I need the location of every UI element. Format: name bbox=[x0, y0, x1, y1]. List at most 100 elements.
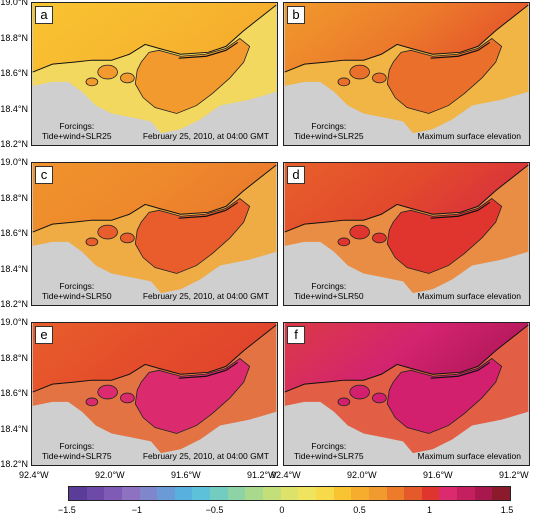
lagoon bbox=[134, 358, 251, 434]
sea-region bbox=[284, 3, 529, 73]
colorbar-swatch bbox=[315, 487, 334, 500]
small-lagoon-3 bbox=[337, 397, 351, 407]
y-tick-label: 18.6°N bbox=[0, 388, 28, 398]
forcing-line: Tide+wind+SLR25 bbox=[42, 131, 112, 141]
colorbar-swatch bbox=[210, 487, 228, 500]
lagoon bbox=[386, 198, 503, 274]
y-tick-label: 18.6°N bbox=[0, 68, 28, 78]
small-lagoon-2 bbox=[120, 232, 135, 244]
small-lagoon-3 bbox=[337, 237, 351, 247]
colorbar-swatch bbox=[457, 487, 475, 500]
forcing-text: Forcings: Tide+wind+SLR50 bbox=[42, 281, 112, 301]
colorbar-swatch bbox=[298, 487, 316, 500]
x-tick-label: 91.2°W bbox=[499, 470, 529, 480]
lagoon bbox=[134, 198, 251, 274]
forcing-line: Forcings: bbox=[311, 441, 347, 451]
forcing-text: Forcings: Tide+wind+SLR25 bbox=[294, 121, 364, 141]
colorbar-swatch bbox=[174, 487, 193, 500]
colorbar-swatch bbox=[492, 487, 511, 500]
small-lagoon-2 bbox=[120, 72, 135, 84]
barrier-island bbox=[430, 201, 491, 219]
panel-d: d Forcings: Tide+wind+SLR50 Maximum surface… bbox=[283, 162, 530, 306]
sea-region bbox=[284, 163, 529, 233]
sea-region bbox=[32, 3, 277, 73]
x-tick-label: 92.0°W bbox=[347, 470, 377, 480]
panel-e: e Forcings: Tide+wind+SLR75 February 25, 20… bbox=[31, 322, 278, 466]
colorbar-tick-label: −1 bbox=[131, 505, 143, 515]
colorbar-swatch bbox=[227, 487, 246, 500]
forcing-line: Forcings: bbox=[311, 121, 347, 131]
colorbar-swatch bbox=[104, 487, 122, 500]
colorbar bbox=[68, 486, 511, 501]
forcing-text: Forcings: Tide+wind+SLR50 bbox=[294, 281, 364, 301]
y-tick-label: 18.6°N bbox=[0, 228, 28, 238]
map-c bbox=[32, 163, 277, 305]
coastline bbox=[32, 164, 277, 233]
small-lagoon-3 bbox=[337, 77, 351, 87]
colorbar-swatch bbox=[263, 487, 281, 500]
colorbar-swatch bbox=[280, 487, 299, 500]
barrier-island bbox=[178, 201, 239, 219]
x-tick-label: 91.2°W bbox=[247, 470, 277, 480]
panel-letter: d bbox=[287, 166, 305, 184]
small-lagoon-2 bbox=[372, 232, 387, 244]
panel-letter: f bbox=[287, 326, 305, 344]
colorbar-swatch bbox=[333, 487, 352, 500]
x-tick-label: 92.4°W bbox=[19, 470, 49, 480]
forcing-line: Forcings: bbox=[59, 281, 95, 291]
map-a bbox=[32, 3, 277, 145]
panel-note: Maximum surface elevation bbox=[417, 131, 521, 141]
small-lagoon-2 bbox=[372, 72, 387, 84]
panel-f: f Forcings: Tide+wind+SLR75 Maximum surface… bbox=[283, 322, 530, 466]
colorbar-swatch bbox=[351, 487, 369, 500]
colorbar-swatch bbox=[86, 487, 105, 500]
panel-letter: c bbox=[35, 166, 53, 184]
coastline bbox=[284, 4, 529, 73]
colorbar-tick-label: 1.5 bbox=[500, 505, 514, 515]
forcing-line: Tide+wind+SLR75 bbox=[294, 451, 364, 461]
small-lagoon-2 bbox=[120, 392, 135, 404]
colorbar-tick-label: 0.5 bbox=[353, 505, 366, 515]
colorbar-swatch bbox=[69, 487, 87, 500]
small-lagoon-3 bbox=[85, 397, 99, 407]
map-f bbox=[284, 323, 529, 465]
lagoon bbox=[134, 38, 251, 114]
sea-region bbox=[32, 163, 277, 233]
forcing-text: Forcings: Tide+wind+SLR25 bbox=[42, 121, 112, 141]
colorbar-swatch bbox=[474, 487, 493, 500]
y-tick-label: 19.0°N bbox=[0, 0, 28, 7]
small-lagoon-1 bbox=[97, 384, 118, 400]
small-lagoon-1 bbox=[349, 224, 370, 240]
colorbar-swatch bbox=[192, 487, 211, 500]
forcing-line: Tide+wind+SLR50 bbox=[42, 291, 112, 301]
map-b bbox=[284, 3, 529, 145]
small-lagoon-1 bbox=[97, 64, 118, 80]
lagoon bbox=[386, 358, 503, 434]
panel-note: February 25, 2010, at 04:00 GMT bbox=[142, 451, 269, 461]
coastline bbox=[32, 324, 277, 393]
x-tick-label: 91.6°W bbox=[423, 470, 453, 480]
colorbar-swatch bbox=[121, 487, 140, 500]
lagoon bbox=[386, 38, 503, 114]
y-tick-label: 18.8°N bbox=[0, 192, 28, 203]
colorbar-swatch bbox=[139, 487, 158, 500]
forcing-text: Forcings: Tide+wind+SLR75 bbox=[42, 441, 112, 461]
colorbar-tick-label: 1 bbox=[427, 505, 433, 515]
panel-note: Maximum surface elevation bbox=[417, 451, 521, 461]
y-tick-label: 18.4°N bbox=[0, 103, 28, 114]
colorbar-swatch bbox=[421, 487, 440, 500]
forcing-text: Forcings: Tide+wind+SLR75 bbox=[294, 441, 364, 461]
x-tick-label: 91.6°W bbox=[171, 470, 201, 480]
y-tick-label: 19.0°N bbox=[0, 317, 28, 327]
panel-a: a Forcings: Tide+wind+SLR25 February 25, 20… bbox=[31, 2, 278, 146]
y-tick-label: 18.4°N bbox=[0, 423, 28, 434]
small-lagoon-3 bbox=[85, 77, 99, 87]
panel-note: Maximum surface elevation bbox=[417, 291, 521, 301]
y-tick-label: 18.8°N bbox=[0, 32, 28, 43]
coastline bbox=[284, 324, 529, 393]
panel-letter: b bbox=[287, 6, 305, 24]
barrier-island bbox=[430, 41, 491, 59]
y-tick-label: 18.8°N bbox=[0, 352, 28, 363]
coastline bbox=[284, 164, 529, 233]
colorbar-swatch bbox=[404, 487, 422, 500]
